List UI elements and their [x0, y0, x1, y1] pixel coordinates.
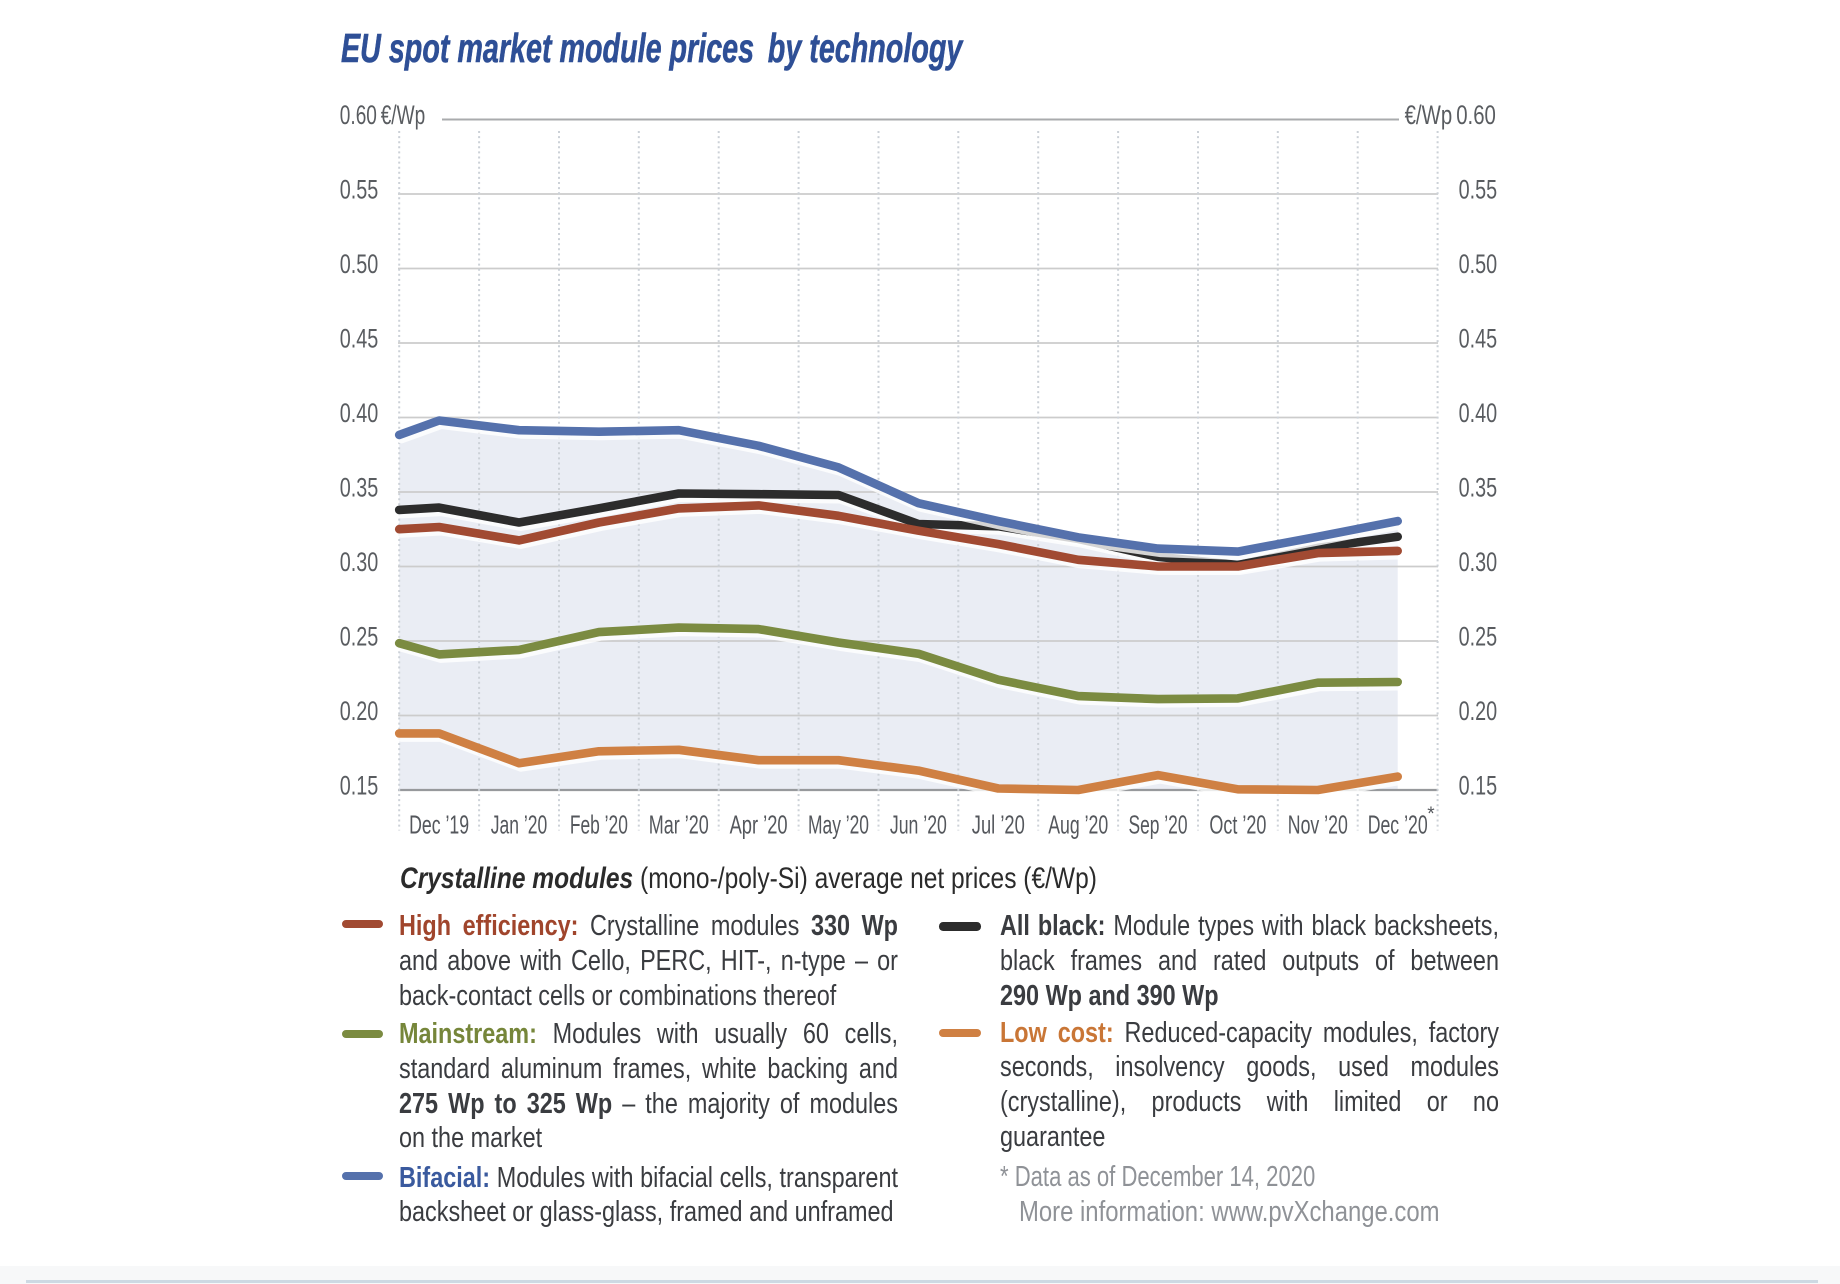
svg-text:Feb ’20: Feb ’20: [570, 809, 628, 839]
svg-text:0.35: 0.35: [1459, 473, 1498, 503]
svg-text:Sep ’20: Sep ’20: [1129, 809, 1188, 839]
svg-text:*: *: [1427, 804, 1435, 825]
svg-text:Apr ’20: Apr ’20: [730, 809, 788, 839]
svg-text:0.45: 0.45: [340, 324, 379, 354]
svg-text:0.25: 0.25: [340, 622, 379, 652]
svg-text:Nov ’20: Nov ’20: [1288, 809, 1348, 839]
svg-text:0.15: 0.15: [340, 771, 379, 801]
svg-text:0.30: 0.30: [340, 547, 379, 577]
svg-text:0.30: 0.30: [1459, 547, 1498, 577]
svg-text:Jul ’20: Jul ’20: [972, 809, 1025, 839]
svg-text:0.40: 0.40: [1459, 398, 1498, 428]
svg-text:€/Wp 0.60: €/Wp 0.60: [1405, 100, 1496, 130]
svg-text:0.45: 0.45: [1459, 324, 1498, 354]
svg-text:0.50: 0.50: [1459, 249, 1498, 279]
svg-text:0.20: 0.20: [1459, 696, 1498, 726]
svg-text:Mar ’20: Mar ’20: [649, 809, 709, 839]
svg-text:Dec ’19: Dec ’19: [409, 809, 469, 839]
svg-text:0.20: 0.20: [340, 696, 379, 726]
svg-text:Jun ’20: Jun ’20: [890, 809, 947, 839]
svg-text:0.50: 0.50: [340, 249, 379, 279]
svg-text:Dec ’20: Dec ’20: [1368, 809, 1428, 839]
svg-text:0.40: 0.40: [340, 398, 379, 428]
svg-text:0.35: 0.35: [340, 473, 379, 503]
svg-text:0.55: 0.55: [1459, 175, 1498, 205]
svg-text:0.60 €/Wp: 0.60 €/Wp: [340, 100, 425, 130]
svg-text:0.15: 0.15: [1459, 771, 1498, 801]
svg-text:Oct ’20: Oct ’20: [1209, 809, 1266, 839]
svg-text:Jan ’20: Jan ’20: [491, 809, 548, 839]
svg-text:Aug ’20: Aug ’20: [1048, 809, 1108, 839]
svg-text:0.25: 0.25: [1459, 622, 1498, 652]
svg-text:May ’20: May ’20: [808, 809, 869, 839]
svg-text:0.55: 0.55: [340, 175, 379, 205]
